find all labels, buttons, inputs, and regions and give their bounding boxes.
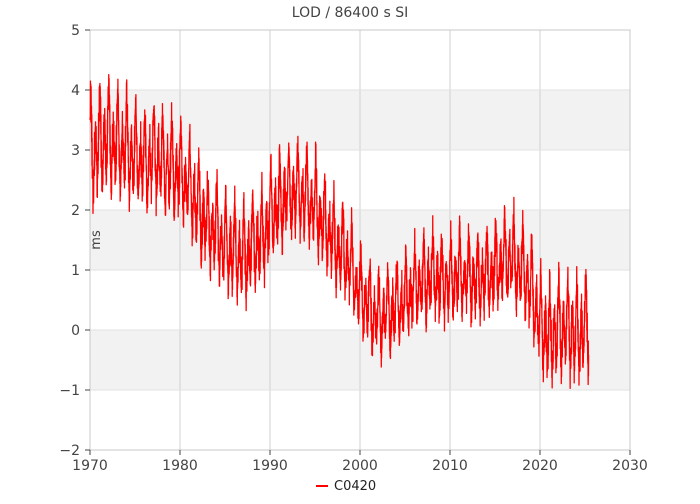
x-tick-label: 1990 [252,458,288,474]
legend-label-c0420: C0420 [334,479,376,494]
series-line-c0420 [89,73,590,390]
y-axis-ticks: −2 −1 0 1 2 3 4 5 [59,23,90,459]
y-axis-label: ms [89,230,104,250]
x-tick-label: 1980 [162,458,198,474]
y-tick-label: 5 [71,23,80,39]
x-tick-label: 1970 [72,458,108,474]
x-axis-ticks: 1970 1980 1990 2000 2010 2020 2030 [72,450,648,474]
x-tick-label: 2010 [432,458,468,474]
y-tick-label: −2 [59,443,80,459]
y-tick-label: 0 [71,323,80,339]
y-tick-label: −1 [59,383,80,399]
x-tick-label: 2030 [612,458,648,474]
x-tick-label: 2000 [342,458,378,474]
chart-title: LOD / 86400 s SI [292,5,408,21]
y-tick-label: 3 [71,143,80,159]
y-tick-label: 4 [71,83,80,99]
chart-legend[interactable]: C0420 [316,479,376,494]
y-tick-label: 2 [71,203,80,219]
x-tick-label: 2020 [522,458,558,474]
series-layer [89,73,590,390]
y-tick-label: 1 [71,263,80,279]
